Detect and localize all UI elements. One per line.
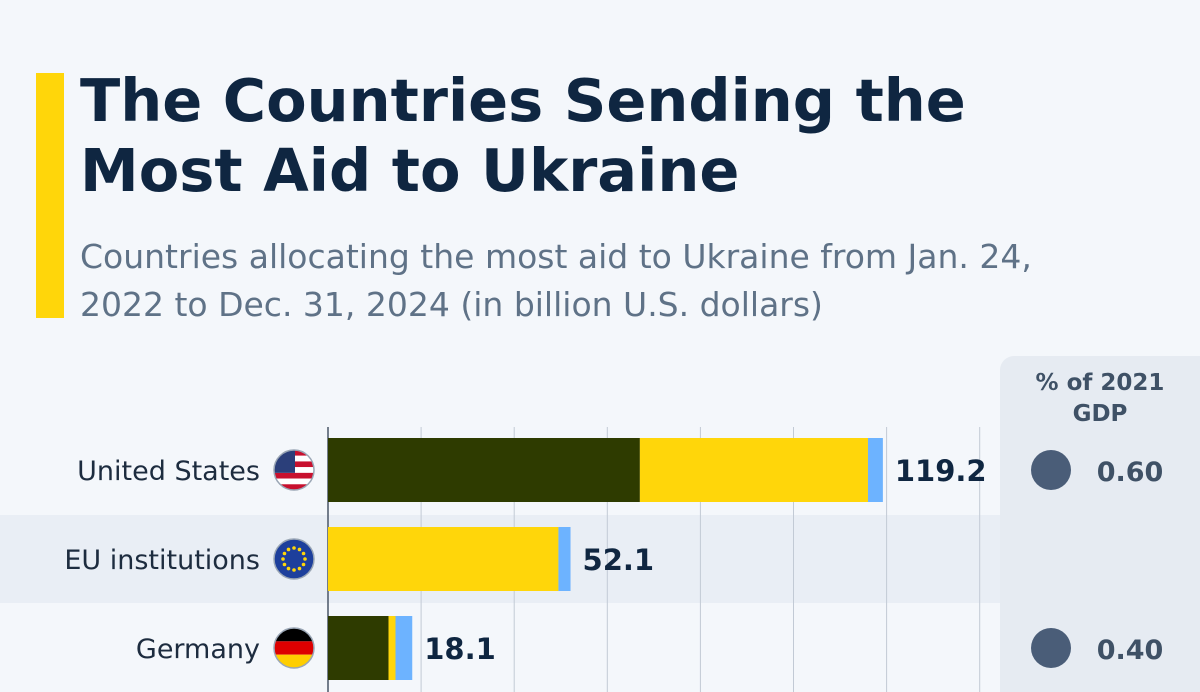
accent-bar (36, 73, 64, 318)
flag-canton (274, 450, 295, 473)
chart-title: The Countries Sending the Most Aid to Uk… (80, 66, 966, 205)
gdp-panel (1000, 356, 1200, 692)
financial-segment (328, 527, 559, 591)
flag-stripe (274, 472, 314, 479)
financial-segment (639, 438, 868, 502)
category-label: EU institutions (64, 545, 260, 576)
gdp-value-label: 0.60 (1097, 457, 1164, 488)
flag-star (286, 547, 291, 552)
flag-stripe (274, 641, 314, 655)
flag-body (274, 539, 314, 579)
flag-star (303, 557, 307, 561)
category-label: Germany (136, 634, 260, 665)
flag-stripe (274, 484, 314, 490)
gdp-header: % of 2021 GDP (1035, 370, 1165, 427)
financial-segment (388, 616, 396, 680)
flag-star (301, 562, 306, 567)
military-segment (328, 438, 640, 502)
flag-ring (273, 538, 315, 580)
total-value-label: 18.1 (424, 632, 496, 666)
flag-ring (273, 449, 315, 491)
gdp-dot (1031, 450, 1071, 490)
flag-star (297, 566, 302, 571)
flag-star (292, 546, 296, 550)
flag-star (281, 557, 285, 561)
humanitarian-segment (867, 438, 883, 502)
germany-flag-icon (273, 627, 315, 669)
flag-star (301, 551, 306, 556)
humanitarian-segment (558, 527, 571, 591)
category-label: United States (77, 456, 260, 487)
flag-star (286, 566, 291, 571)
eu-flag-icon (273, 538, 315, 580)
flag-star (292, 568, 296, 572)
us-flag-icon (273, 449, 315, 491)
total-value-label: 119.2 (895, 454, 987, 488)
flag-star (282, 562, 287, 567)
chart-subtitle: Countries allocating the most aid to Ukr… (80, 237, 1032, 324)
flag-field (274, 539, 314, 579)
gdp-dot (1031, 628, 1071, 668)
flag-star (297, 547, 302, 552)
flag-star (282, 551, 287, 556)
total-value-label: 52.1 (583, 543, 655, 577)
humanitarian-segment (395, 616, 413, 680)
flag-ring (273, 627, 315, 669)
flag-stripe (274, 478, 314, 485)
military-segment (328, 616, 389, 680)
gdp-value-label: 0.40 (1097, 635, 1164, 666)
